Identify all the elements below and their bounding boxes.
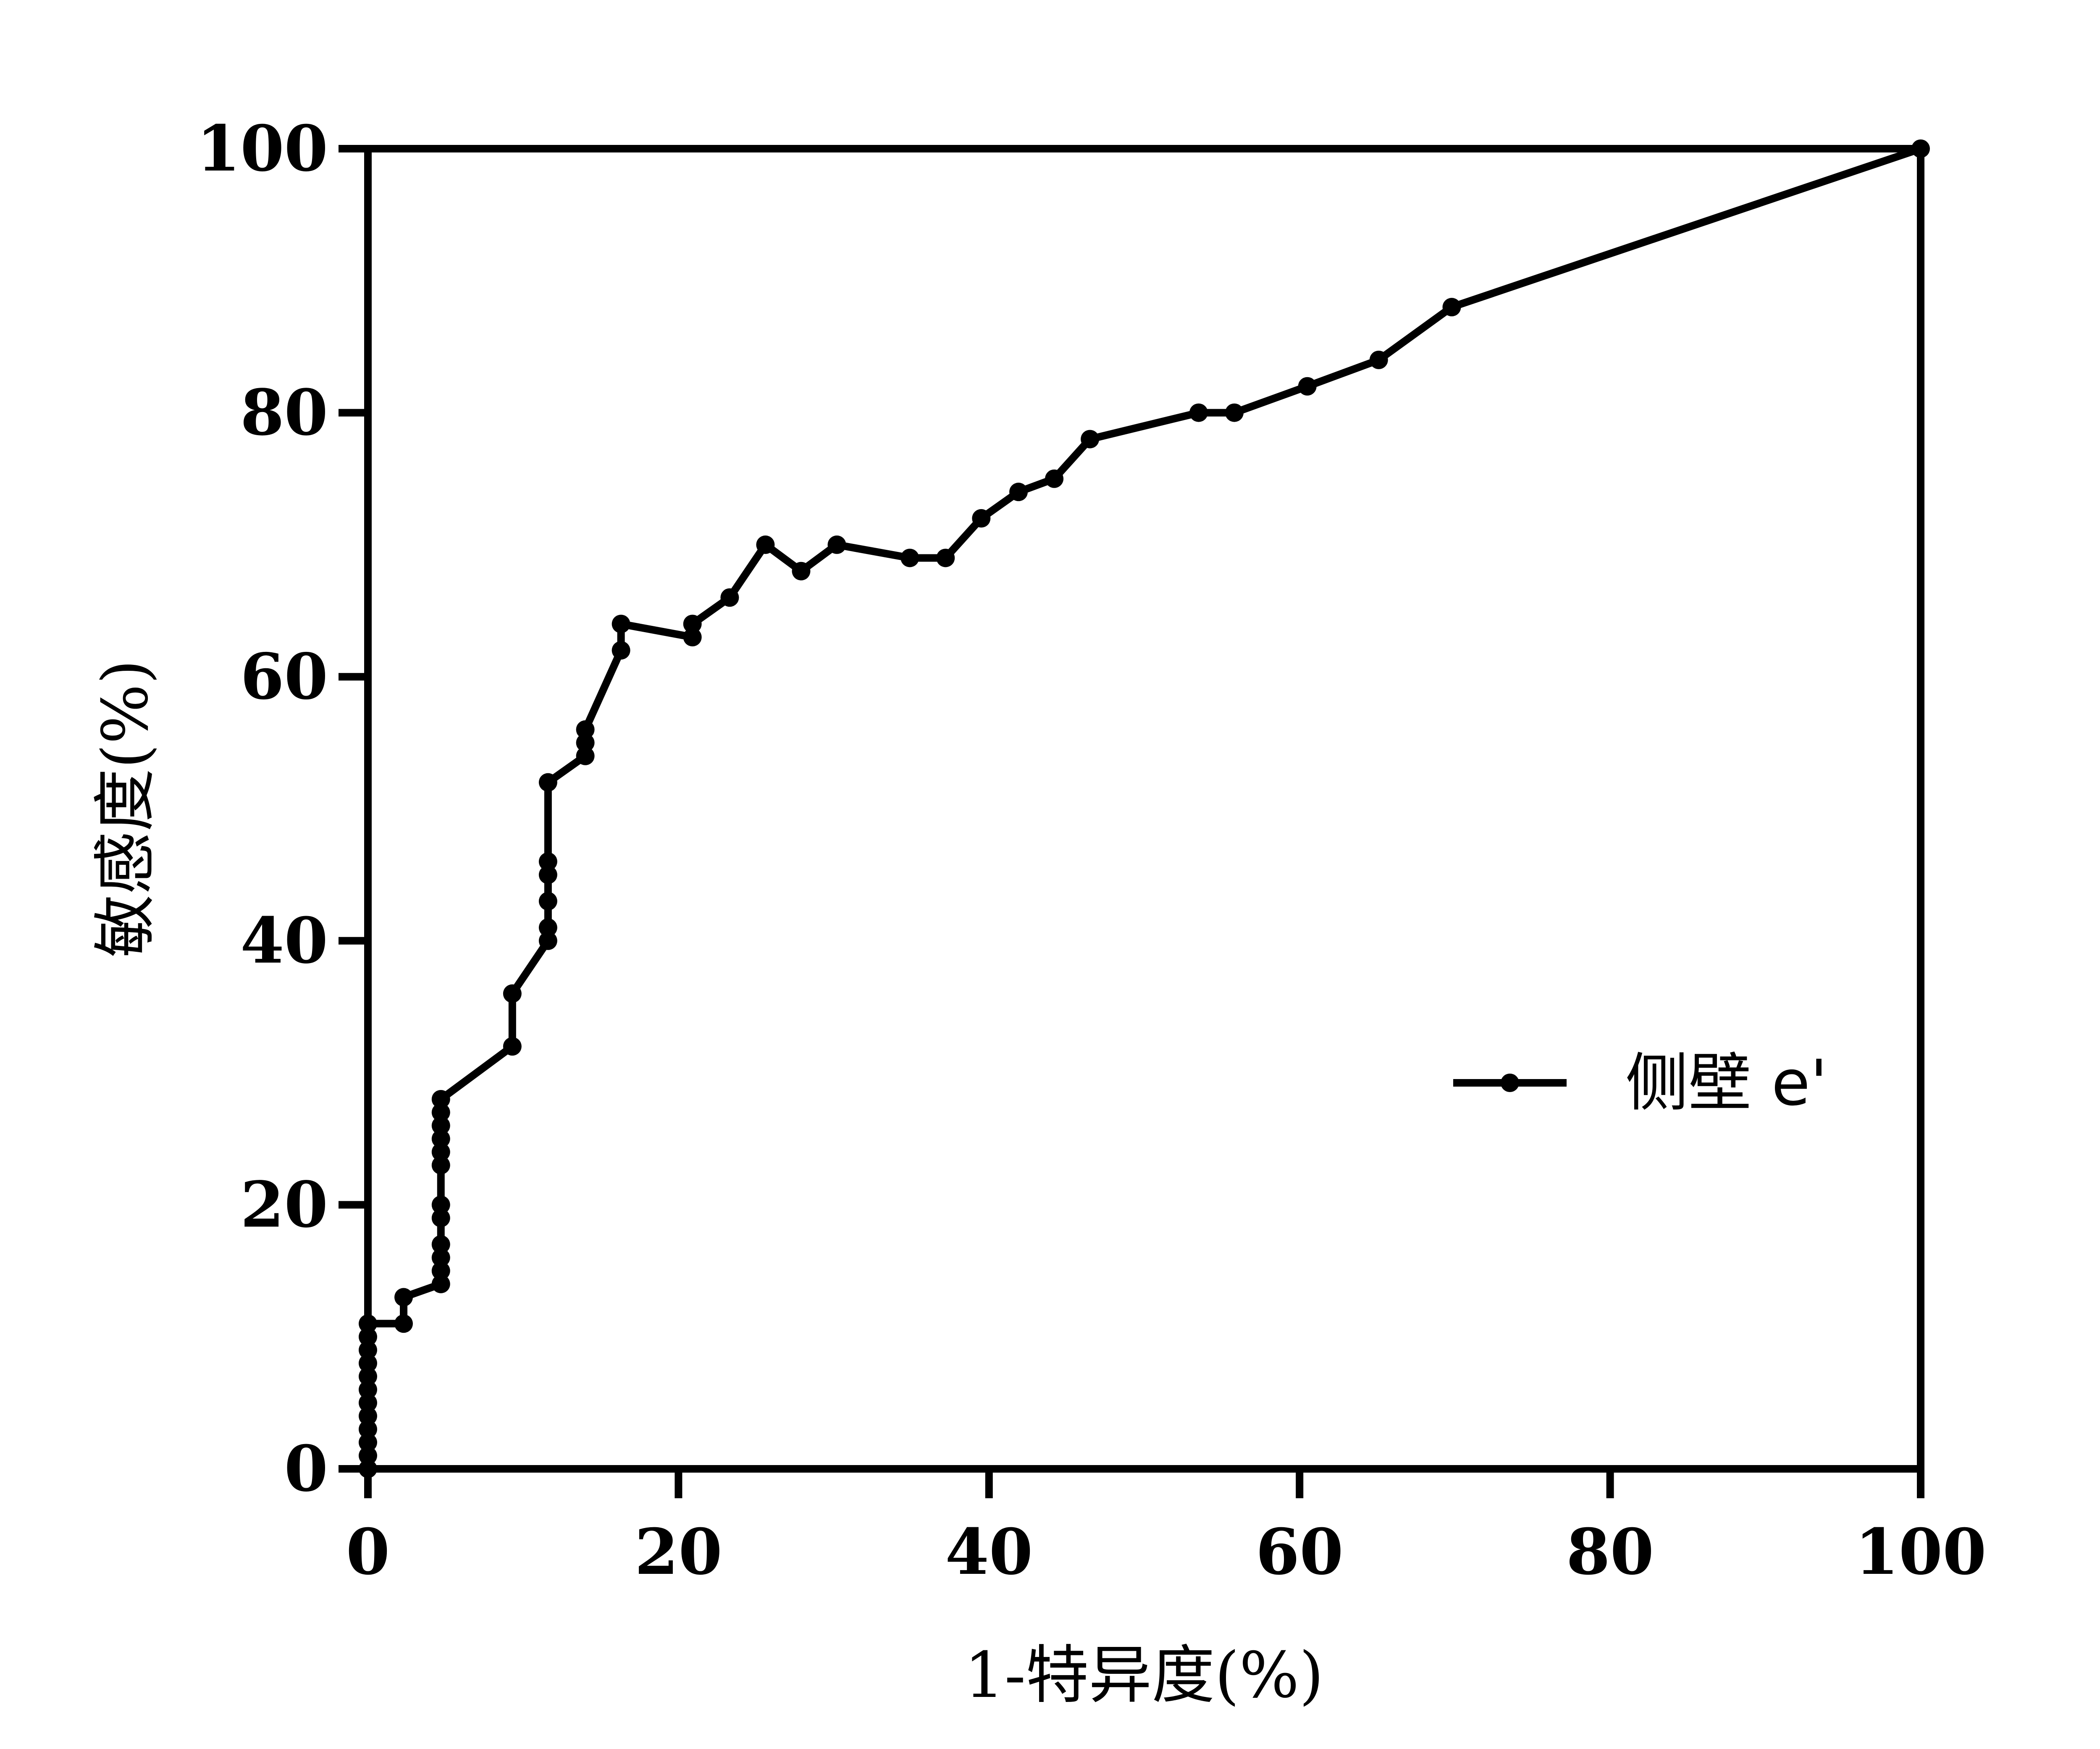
data-point: [359, 1446, 377, 1465]
data-point: [359, 1407, 377, 1426]
legend-label: 侧壁 e': [1625, 1047, 1827, 1120]
data-point: [359, 1393, 377, 1412]
data-point: [756, 535, 775, 554]
series-markers: [359, 139, 1930, 1478]
y-axis-title: 敏感度(%): [89, 659, 162, 958]
data-point: [431, 1235, 450, 1254]
y-tick-label: 40: [240, 904, 328, 978]
data-point: [1081, 430, 1100, 449]
data-point: [359, 1327, 377, 1346]
data-point: [538, 892, 557, 911]
data-point: [936, 549, 955, 567]
data-point: [359, 1341, 377, 1360]
data-point: [683, 628, 702, 646]
data-point: [683, 615, 702, 633]
data-point: [1442, 298, 1461, 317]
data-point: [538, 918, 557, 937]
data-point: [394, 1314, 413, 1333]
data-point: [576, 733, 595, 752]
data-point: [359, 1367, 377, 1386]
data-point: [431, 1142, 450, 1161]
data-point: [1189, 403, 1208, 422]
data-point: [576, 746, 595, 765]
data-point: [827, 535, 846, 554]
data-point: [503, 984, 522, 1003]
y-tick-label: 100: [197, 112, 328, 186]
data-point: [792, 562, 811, 580]
data-point: [394, 1288, 413, 1307]
data-point: [431, 1208, 450, 1227]
data-point: [538, 773, 557, 792]
plot-frame: [364, 145, 1924, 1473]
data-point: [503, 1037, 522, 1056]
data-point: [431, 1195, 450, 1214]
y-tick-label: 60: [240, 640, 328, 714]
y-axis-ticks: 0 20 40 60 80 100: [197, 112, 368, 1506]
legend-marker-sample: [1501, 1074, 1519, 1092]
data-point: [576, 720, 595, 739]
series-line: [364, 145, 1922, 1469]
data-point: [359, 1433, 377, 1452]
data-point: [538, 865, 557, 884]
data-point: [431, 1103, 450, 1122]
data-point: [359, 1380, 377, 1399]
data-point: [431, 1261, 450, 1280]
data-point: [1911, 139, 1930, 158]
data-point: [612, 641, 630, 660]
data-point: [431, 1090, 450, 1108]
data-point: [359, 1460, 377, 1478]
data-point: [538, 852, 557, 871]
data-point: [431, 1129, 450, 1148]
data-point: [972, 509, 991, 528]
data-point: [431, 1156, 450, 1175]
data-point: [359, 1354, 377, 1373]
data-point: [431, 1274, 450, 1293]
data-point: [1045, 469, 1064, 488]
data-point: [720, 588, 739, 607]
data-point: [612, 615, 630, 633]
data-point: [1369, 350, 1388, 369]
data-point: [900, 549, 919, 567]
x-tick-label: 0: [346, 1515, 390, 1589]
data-point: [431, 1116, 450, 1135]
x-tick-label: 20: [635, 1515, 722, 1589]
x-axis-title: 1-特异度(%): [964, 1639, 1324, 1712]
x-axis-ticks: 0 20 40 60 80 100: [346, 1469, 1987, 1589]
data-point: [431, 1248, 450, 1267]
y-tick-label: 20: [240, 1168, 328, 1242]
series-layer: [359, 139, 1930, 1478]
legend: 侧壁 e': [1453, 1047, 1827, 1120]
data-point: [538, 931, 557, 950]
data-point: [359, 1420, 377, 1439]
data-point: [359, 1314, 377, 1333]
x-tick-label: 40: [945, 1515, 1033, 1589]
x-tick-label: 60: [1256, 1515, 1344, 1589]
data-point: [1009, 483, 1028, 502]
data-point: [1298, 377, 1317, 396]
x-tick-label: 80: [1566, 1515, 1654, 1589]
y-tick-label: 80: [240, 376, 328, 450]
x-tick-label: 100: [1855, 1515, 1986, 1589]
data-point: [1225, 403, 1244, 422]
y-tick-label: 0: [284, 1432, 328, 1506]
